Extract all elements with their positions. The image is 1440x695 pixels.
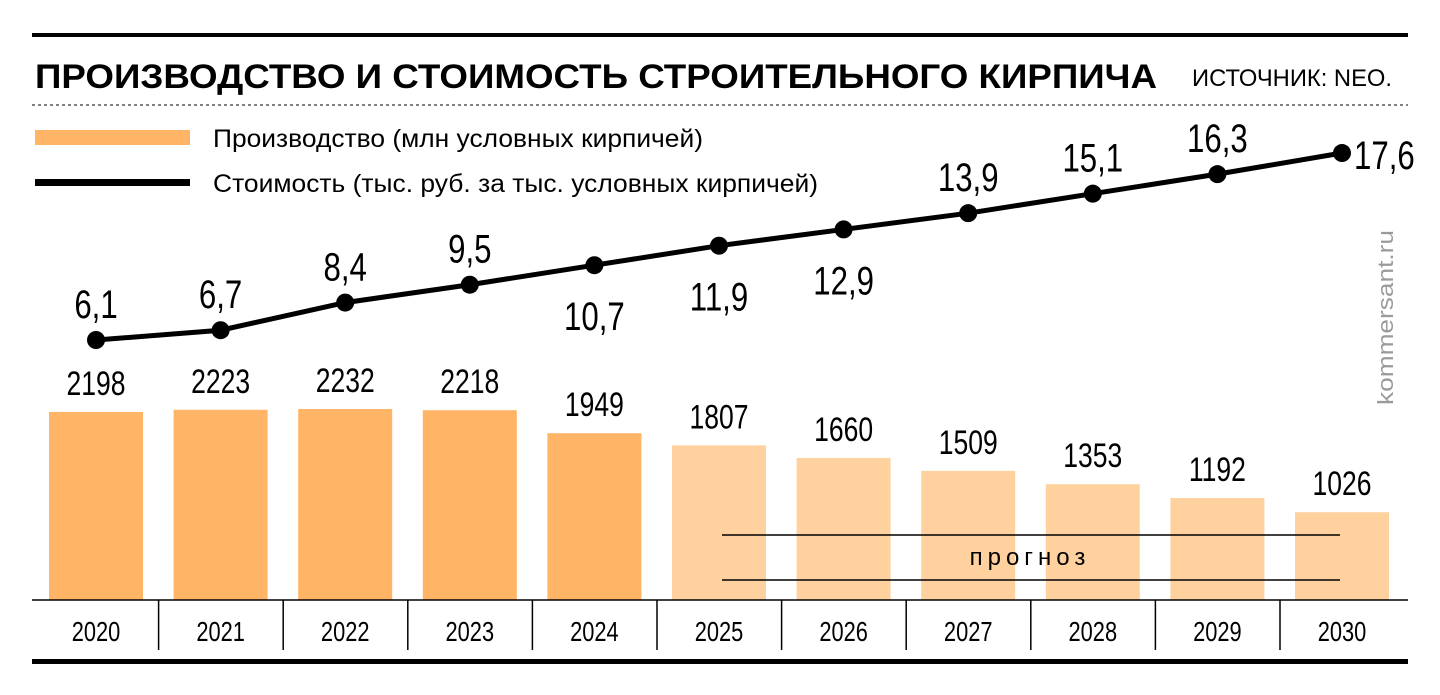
cost-point-2024 bbox=[585, 256, 604, 275]
x-tick-label-2030: 2030 bbox=[1318, 616, 1367, 647]
legend-label-cost: Стоимость (тыс. руб. за тыс. условных ки… bbox=[213, 170, 818, 198]
legend-swatch-cost bbox=[35, 179, 190, 186]
bar-2026 bbox=[796, 457, 891, 600]
x-tick-label-2023: 2023 bbox=[446, 616, 495, 647]
legend-label-production: Производство (млн условных кирпичей) bbox=[213, 125, 703, 153]
cost-label-2020: 6,1 bbox=[74, 282, 117, 327]
cost-point-2030 bbox=[1333, 144, 1351, 163]
watermark: kommersant.ru bbox=[1373, 230, 1398, 405]
cost-label-2025: 11,9 bbox=[690, 275, 748, 320]
x-tick-label-2028: 2028 bbox=[1069, 616, 1118, 647]
cost-label-2029: 16,3 bbox=[1187, 116, 1248, 161]
cost-label-2027: 13,9 bbox=[938, 155, 999, 200]
cost-point-2022 bbox=[336, 293, 355, 312]
cost-label-2028: 15,1 bbox=[1062, 136, 1123, 181]
bar-label-2020: 2198 bbox=[67, 365, 126, 403]
bar-label-2025: 1807 bbox=[690, 398, 749, 436]
cost-point-2020 bbox=[87, 331, 105, 349]
bar-label-2027: 1509 bbox=[939, 424, 998, 462]
x-tick-label-2021: 2021 bbox=[196, 616, 245, 647]
bar-label-2029: 1192 bbox=[1189, 451, 1246, 489]
bar-label-2030: 1026 bbox=[1313, 465, 1372, 503]
x-tick-label-2027: 2027 bbox=[944, 616, 993, 647]
bar-2030 bbox=[1295, 512, 1389, 600]
bar-2029 bbox=[1170, 497, 1265, 600]
bar-label-2022: 2232 bbox=[316, 362, 375, 400]
x-tick-label-2024: 2024 bbox=[570, 616, 619, 647]
cost-point-2021 bbox=[211, 321, 230, 340]
top-rule bbox=[32, 33, 1408, 37]
x-tick-label-2020: 2020 bbox=[72, 616, 121, 647]
forecast-marker: прогноз bbox=[722, 534, 1340, 581]
bar-2022 bbox=[298, 409, 393, 600]
cost-label-2030: 17,6 bbox=[1354, 133, 1415, 178]
cost-point-2028 bbox=[1083, 184, 1102, 203]
bar-2020 bbox=[49, 411, 143, 600]
bar-label-2026: 1660 bbox=[814, 411, 873, 449]
bottom-rule bbox=[32, 659, 1408, 664]
cost-label-2026: 12,9 bbox=[813, 259, 874, 304]
bar-2028 bbox=[1045, 484, 1140, 600]
x-tick-label-2026: 2026 bbox=[819, 616, 868, 647]
chart-title: ПРОИЗВОДСТВО И СТОИМОСТЬ СТРОИТЕЛЬНОГО К… bbox=[35, 58, 1157, 96]
cost-point-2026 bbox=[834, 220, 853, 239]
cost-label-2024: 10,7 bbox=[564, 295, 625, 340]
bar-2025 bbox=[672, 445, 766, 600]
cost-point-2025 bbox=[710, 236, 728, 255]
forecast-label: прогноз bbox=[970, 544, 1091, 571]
x-tick-label-2022: 2022 bbox=[321, 616, 370, 647]
bar-2024 bbox=[547, 433, 642, 600]
legend-swatch-production bbox=[35, 130, 190, 145]
bar-2021 bbox=[173, 409, 268, 600]
x-tick-label-2029: 2029 bbox=[1193, 616, 1242, 647]
source-note: ИСТОЧНИК: NEO. bbox=[1192, 65, 1392, 92]
cost-label-2022: 8,4 bbox=[324, 245, 367, 290]
cost-point-2027 bbox=[959, 204, 978, 223]
bar-label-2021: 2223 bbox=[191, 363, 250, 401]
bar-label-2024: 1949 bbox=[565, 386, 624, 424]
cost-point-2023 bbox=[460, 275, 479, 294]
cost-label-2023: 9,5 bbox=[448, 227, 491, 272]
bar-label-2023: 2218 bbox=[440, 363, 499, 401]
cost-label-2021: 6,7 bbox=[199, 273, 242, 318]
x-tick-label-2025: 2025 bbox=[695, 616, 744, 647]
bar-2023 bbox=[422, 410, 517, 600]
bar-label-2028: 1353 bbox=[1063, 437, 1122, 475]
cost-point-2029 bbox=[1208, 165, 1227, 184]
